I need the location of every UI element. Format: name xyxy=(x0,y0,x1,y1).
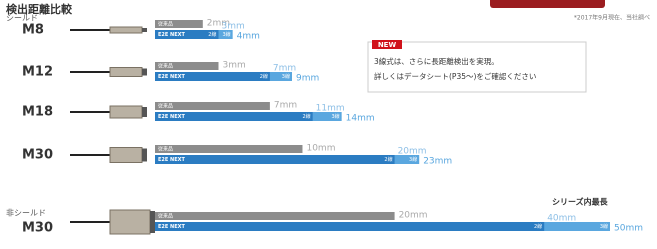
value-label: 20mm xyxy=(399,211,428,221)
new-box: NEW 3線式は、さらに長距離検出を実現。 詳しくはデータシート(P35〜)をご… xyxy=(368,40,586,92)
group-label: 非シールド xyxy=(6,208,46,218)
value-label: 50mm xyxy=(614,224,643,234)
bar-tag: 2線 xyxy=(534,223,542,230)
sensor-head xyxy=(150,211,155,233)
new-tag: NEW xyxy=(378,41,397,49)
new-text: 詳しくはデータシート(P35〜)をご確認ください xyxy=(374,71,536,81)
bar-tag: 2線 xyxy=(260,73,268,80)
bar-tag: 3線 xyxy=(222,31,230,38)
category-label: M8 xyxy=(22,23,44,38)
bar-tag: E2E NEXT xyxy=(158,157,186,163)
annotation: シリーズ内最長 xyxy=(552,197,609,207)
value-label: 20mm xyxy=(398,147,427,157)
value-label: 14mm xyxy=(346,114,375,124)
sensor-head xyxy=(142,149,147,162)
sensor-body xyxy=(110,210,150,234)
category-label: M18 xyxy=(22,105,53,120)
bar-tag: 3線 xyxy=(331,113,339,120)
sensor-body xyxy=(110,27,142,33)
bar xyxy=(155,212,395,220)
value-label: 9mm xyxy=(296,74,319,84)
bar xyxy=(155,222,544,231)
bar-tag: 従来品 xyxy=(158,103,173,110)
category-label: M12 xyxy=(22,65,53,80)
sensor-head xyxy=(142,107,147,117)
sensor-body xyxy=(110,106,142,118)
header-tab xyxy=(490,0,605,8)
value-label: 7mm xyxy=(273,64,296,74)
bar-tag: 2線 xyxy=(208,31,216,38)
value-label: 11mm xyxy=(316,104,345,114)
bar-tag: 2線 xyxy=(384,156,392,163)
sensor-body xyxy=(110,68,142,77)
group-label: シールド xyxy=(6,14,38,23)
value-label: 23mm xyxy=(423,157,452,167)
value-label: 10mm xyxy=(306,144,335,154)
bar-tag: 従来品 xyxy=(158,21,173,28)
sensor-body xyxy=(110,148,142,163)
bar-tag: 従来品 xyxy=(158,213,173,220)
new-box-frame xyxy=(368,42,586,92)
value-label: 3mm xyxy=(222,61,245,71)
note: *2017年9月現在、当社調べ xyxy=(574,14,650,22)
value-label: 40mm xyxy=(547,214,576,224)
category-label: M30 xyxy=(22,221,53,236)
bar-tag: 3線 xyxy=(600,223,608,230)
value-label: 3mm xyxy=(221,22,244,32)
bar-tag: 従来品 xyxy=(158,63,173,70)
value-label: 4mm xyxy=(237,32,260,42)
sensor-head xyxy=(142,69,147,76)
bar-tag: E2E NEXT xyxy=(158,224,186,230)
bar xyxy=(155,145,302,153)
value-label: 7mm xyxy=(274,101,297,111)
bar-tag: 3線 xyxy=(282,73,290,80)
new-text: 3線式は、さらに長距離検出を実現。 xyxy=(374,56,499,66)
bar-tag: 2線 xyxy=(302,113,310,120)
category-label: M30 xyxy=(22,148,53,163)
sensor-head xyxy=(142,28,147,32)
bar-tag: E2E NEXT xyxy=(158,114,186,120)
bar-tag: E2E NEXT xyxy=(158,74,186,80)
bar-tag: E2E NEXT xyxy=(158,32,186,38)
bar xyxy=(155,155,395,164)
bar-tag: 従来品 xyxy=(158,146,173,153)
bar-tag: 3線 xyxy=(409,156,417,163)
chart: 検出距離比較 *2017年9月現在、当社調べ シールド 非シールド NEW 3線… xyxy=(0,0,657,249)
